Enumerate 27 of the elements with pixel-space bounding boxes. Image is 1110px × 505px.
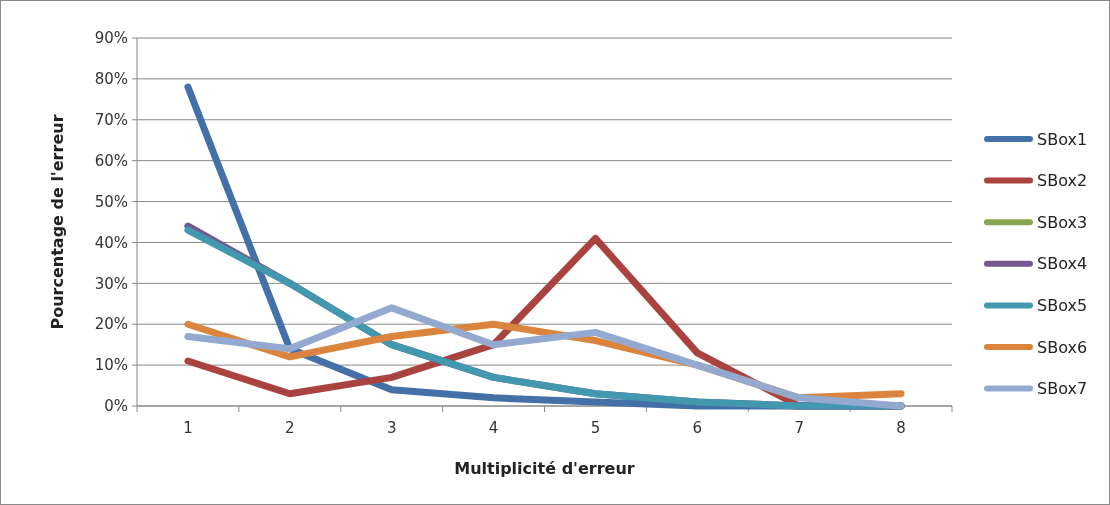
x-tick-label: 6: [692, 419, 703, 437]
y-tick-label: 60%: [94, 151, 128, 170]
x-tick-label: 5: [590, 419, 601, 437]
x-tick-label: 2: [285, 419, 295, 437]
x-tick-label: 4: [488, 419, 499, 437]
y-axis-title: Pourcentage de l'erreur: [48, 114, 67, 330]
y-tick-label: 40%: [94, 233, 128, 252]
x-tick-label: 8: [896, 419, 906, 437]
legend-label: SBox7: [1037, 379, 1088, 399]
legend-label: SBox2: [1037, 171, 1088, 191]
x-tick-label: 3: [386, 419, 397, 437]
legend-label: SBox6: [1037, 337, 1088, 357]
legend-label: SBox4: [1037, 254, 1088, 274]
legend-label: SBox3: [1037, 212, 1088, 232]
legend-label: SBox5: [1037, 296, 1088, 315]
x-axis-title: Multiplicité d'erreur: [454, 459, 635, 478]
y-tick-label: 20%: [94, 315, 128, 334]
y-tick-label: 30%: [94, 274, 128, 293]
y-tick-label: 90%: [94, 29, 128, 48]
y-tick-label: 0%: [104, 397, 128, 416]
y-tick-label: 10%: [94, 356, 128, 375]
y-tick-label: 70%: [94, 111, 128, 130]
y-tick-label: 50%: [94, 192, 128, 211]
x-tick-label: 1: [183, 419, 193, 437]
legend-label: SBox1: [1037, 129, 1088, 149]
y-tick-label: 80%: [94, 70, 128, 89]
x-tick-label: 7: [794, 419, 804, 437]
